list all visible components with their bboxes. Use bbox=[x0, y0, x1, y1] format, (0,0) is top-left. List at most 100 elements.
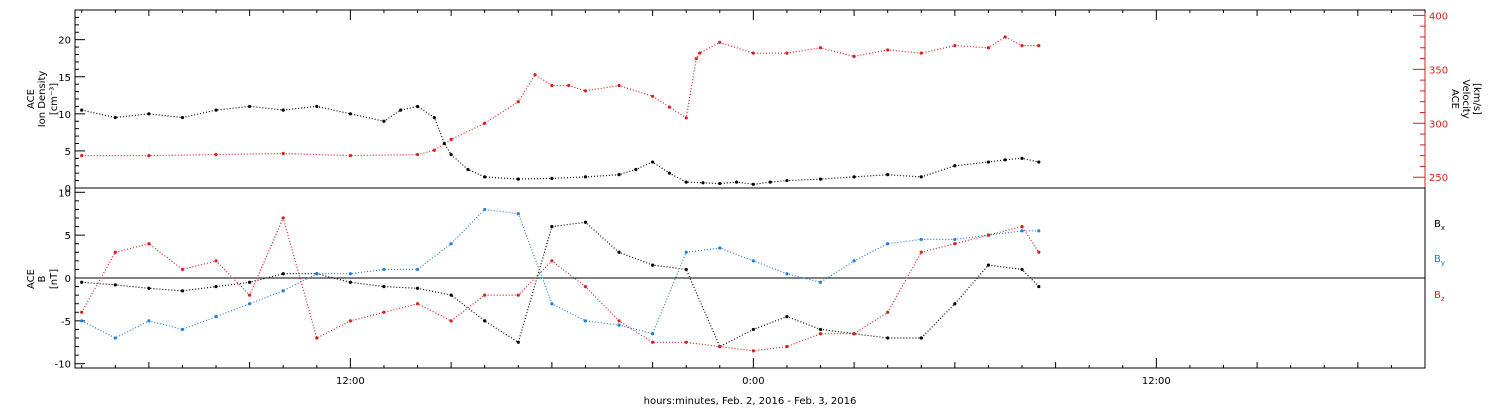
by-point bbox=[449, 242, 453, 246]
velocity-point bbox=[1037, 44, 1041, 48]
bz-point bbox=[919, 250, 923, 254]
velocity-axis-label-line-2: Velocity bbox=[1460, 79, 1471, 118]
density-point bbox=[382, 119, 386, 123]
density-point bbox=[701, 181, 705, 185]
bz-point bbox=[180, 267, 185, 272]
by-point bbox=[1037, 229, 1041, 233]
x-tick-label: 12:00 bbox=[1142, 376, 1171, 387]
density-point bbox=[986, 160, 991, 164]
density-point bbox=[315, 104, 319, 109]
by-point bbox=[1020, 229, 1024, 233]
bz-point bbox=[818, 332, 823, 336]
bx-point bbox=[248, 280, 252, 284]
velocity-point bbox=[483, 121, 487, 125]
field-tick-label: 0 bbox=[65, 274, 71, 285]
density-point bbox=[852, 175, 856, 179]
bx-point bbox=[113, 283, 117, 287]
density-point bbox=[550, 176, 554, 180]
velocity-point bbox=[348, 154, 352, 158]
velocity-point bbox=[694, 56, 698, 61]
x-tick-labels: 12:00 0:00 12:00 bbox=[336, 376, 1171, 387]
by-point bbox=[583, 319, 588, 323]
by-point bbox=[818, 280, 823, 284]
legend-entry-by: By bbox=[1434, 254, 1445, 267]
velocity-point bbox=[617, 83, 621, 88]
bz-point bbox=[415, 302, 420, 306]
bx-point bbox=[214, 284, 218, 289]
field-axis: -10 -5 0 5 10 bbox=[55, 188, 85, 371]
bz-point bbox=[382, 310, 386, 314]
density-point bbox=[1020, 156, 1024, 160]
by-point bbox=[382, 267, 386, 272]
bx-point bbox=[986, 263, 991, 267]
by-point bbox=[248, 302, 252, 306]
field-tick-label: -10 bbox=[55, 360, 71, 371]
by-point bbox=[214, 314, 218, 319]
by-point bbox=[80, 319, 84, 323]
velocity-point bbox=[516, 100, 520, 104]
by-point bbox=[180, 327, 185, 332]
density-point bbox=[583, 175, 588, 179]
bz-point bbox=[852, 332, 856, 336]
by-point bbox=[281, 289, 285, 293]
velocity-point bbox=[751, 51, 755, 55]
plasma-x-axis bbox=[81, 10, 1426, 20]
density-point bbox=[516, 177, 520, 181]
density-point bbox=[751, 182, 755, 186]
density-point bbox=[718, 181, 722, 186]
density-point bbox=[617, 173, 621, 177]
density-axis: 0 5 10 15 20 bbox=[58, 9, 85, 195]
by-point bbox=[953, 237, 957, 242]
density-point bbox=[651, 160, 655, 164]
field-legend: Bx By Bz bbox=[1434, 219, 1445, 303]
by-point bbox=[415, 267, 420, 272]
by-point bbox=[751, 259, 755, 263]
bx-point bbox=[583, 220, 588, 224]
velocity-point bbox=[281, 151, 285, 156]
density-point bbox=[399, 108, 403, 112]
density-point bbox=[1037, 160, 1041, 164]
bz-trace bbox=[81, 216, 1040, 352]
by-point bbox=[651, 332, 655, 336]
density-point bbox=[684, 180, 688, 184]
magnetic-field-series bbox=[80, 207, 1041, 353]
bz-point bbox=[617, 319, 621, 323]
velocity-point bbox=[449, 137, 453, 142]
by-point bbox=[147, 319, 151, 323]
density-tick-label: 10 bbox=[58, 110, 71, 121]
bz-point bbox=[214, 259, 218, 263]
density-point bbox=[432, 115, 436, 120]
bz-point bbox=[583, 284, 588, 289]
density-point bbox=[348, 112, 352, 116]
bx-point bbox=[617, 250, 621, 254]
density-series bbox=[80, 104, 1041, 186]
density-point bbox=[886, 173, 890, 177]
velocity-point bbox=[147, 154, 151, 158]
velocity-series bbox=[80, 35, 1041, 158]
bz-point bbox=[516, 293, 520, 297]
bx-point bbox=[1037, 284, 1041, 289]
bx-point bbox=[483, 319, 487, 323]
bx-point bbox=[80, 280, 84, 284]
bz-point bbox=[886, 310, 890, 314]
by-point bbox=[483, 207, 487, 212]
bx-point bbox=[651, 263, 655, 267]
velocity-point bbox=[852, 54, 856, 58]
bz-point bbox=[1020, 224, 1024, 229]
velocity-point bbox=[919, 51, 923, 55]
velocity-tick-label: 400 bbox=[1429, 11, 1448, 22]
density-point bbox=[953, 164, 957, 168]
field-axis-label-line-3: [nT] bbox=[49, 269, 60, 289]
density-trace bbox=[81, 105, 1039, 185]
bz-point bbox=[986, 233, 991, 237]
by-point bbox=[550, 302, 554, 306]
bx-point bbox=[751, 327, 755, 332]
bz-point bbox=[1037, 250, 1041, 254]
bz-point bbox=[550, 259, 554, 263]
velocity-point bbox=[550, 83, 554, 88]
bz-series bbox=[80, 216, 1041, 353]
density-tick-label: 20 bbox=[58, 36, 71, 47]
by-point bbox=[617, 323, 621, 327]
